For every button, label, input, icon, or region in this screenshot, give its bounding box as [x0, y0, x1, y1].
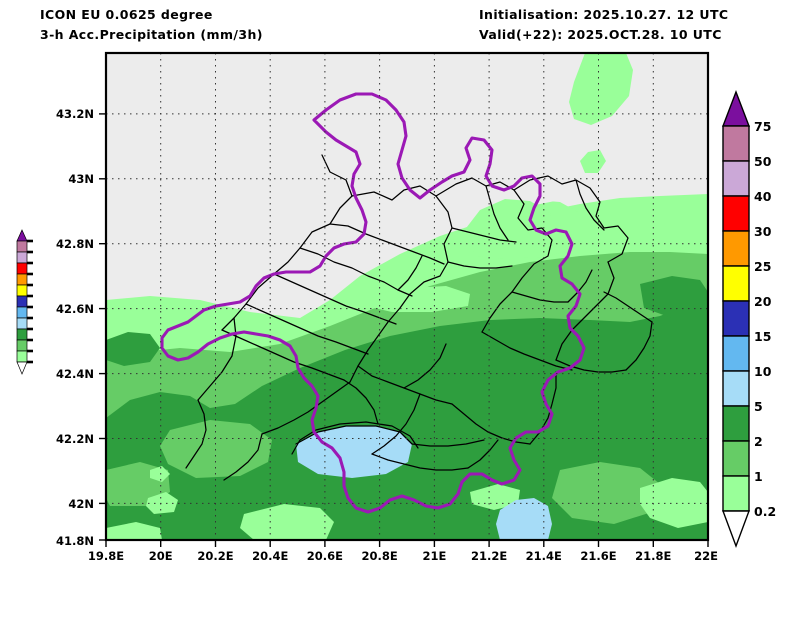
thumb-band — [16, 328, 28, 341]
x-tick-label: 21.8E — [635, 549, 671, 563]
thumb-band — [16, 284, 28, 297]
colorbar-label: 10 — [754, 364, 772, 379]
country-border — [160, 92, 586, 514]
colorbar: 75 50 40 30 25 20 15 10 5 2 1 0.2 — [721, 90, 776, 549]
y-axis-tick-labels: 43.2N 43N 42.8N 42.6N 42.4N 42.2N 42N 41… — [56, 107, 94, 548]
thumb-ticks — [27, 239, 33, 364]
header-valid-line: Valid(+22): 2025.OCT.28. 10 UTC — [479, 27, 722, 42]
y-tick-label: 42.4N — [56, 367, 94, 381]
thumb-band — [16, 295, 28, 308]
thumb-over-arrow — [16, 229, 28, 242]
y-tick-label: 42N — [68, 497, 94, 511]
x-axis — [105, 540, 709, 547]
colorbar-band-5-10 — [722, 370, 750, 407]
colorbar-band-20-25 — [722, 265, 750, 302]
colorbar-band-50-75 — [722, 125, 750, 162]
plot-frame — [104, 51, 710, 542]
thumb-band — [16, 273, 28, 286]
x-tick-label: 20.2E — [197, 549, 233, 563]
dry-area — [106, 53, 708, 300]
header-model-line: ICON EU 0.0625 degree — [40, 7, 213, 22]
colorbar-label: 0.2 — [754, 504, 776, 519]
colorbar-label: 50 — [754, 154, 772, 169]
colorbar-band-0.2-1 — [722, 475, 750, 512]
colorbar-label: 30 — [754, 224, 772, 239]
x-tick-label: 20.8E — [361, 549, 397, 563]
x-tick-label: 22E — [694, 549, 718, 563]
x-tick-label: 21.2E — [471, 549, 507, 563]
colorbar-under-arrow — [721, 510, 751, 549]
thumb-band — [16, 317, 28, 330]
lonlat-grid — [106, 53, 708, 540]
x-tick-label: 21.4E — [526, 549, 562, 563]
y-tick-label: 42.6N — [56, 302, 94, 316]
y-tick-label: 43N — [68, 172, 94, 186]
colorbar-band-10-15 — [722, 335, 750, 372]
colorbar-label: 75 — [754, 119, 771, 134]
x-tick-label: 21.6E — [580, 549, 616, 563]
colorbar-label: 5 — [754, 399, 763, 414]
colorbar-label: 25 — [754, 259, 771, 274]
thumb-band — [16, 262, 28, 275]
colorbar-label: 15 — [754, 329, 771, 344]
x-tick-label: 21E — [422, 549, 446, 563]
y-tick-label: 42.2N — [56, 432, 94, 446]
x-axis-tick-labels: 19.8E 20E 20.2E 20.4E 20.6E 20.8E 21E 21… — [88, 549, 718, 563]
colorbar-band-30-40 — [722, 195, 750, 232]
colorbar-tick-labels: 75 50 40 30 25 20 15 10 5 2 1 0.2 — [754, 119, 776, 519]
x-tick-label: 20E — [149, 549, 173, 563]
colorbar-thumbnail — [16, 229, 33, 375]
y-tick-label: 41.8N — [56, 534, 94, 548]
thumb-band — [16, 251, 28, 264]
x-tick-label: 19.8E — [88, 549, 124, 563]
thumb-band — [16, 240, 28, 253]
colorbar-band-15-20 — [722, 300, 750, 337]
y-axis — [99, 113, 106, 541]
thumb-band — [16, 339, 28, 352]
colorbar-band-1-2 — [722, 440, 750, 477]
colorbar-band-25-30 — [722, 230, 750, 267]
header-init-line: Initialisation: 2025.10.27. 12 UTC — [479, 7, 729, 22]
colorbar-over-arrow — [721, 90, 751, 127]
colorbar-label: 2 — [754, 434, 763, 449]
x-tick-label: 20.6E — [307, 549, 343, 563]
colorbar-label: 20 — [754, 294, 772, 309]
colorbar-label: 40 — [754, 189, 772, 204]
colorbar-label: 1 — [754, 469, 763, 484]
contour-holes-verylight — [106, 466, 708, 540]
y-tick-label: 43.2N — [56, 107, 94, 121]
x-tick-label: 20.4E — [252, 549, 288, 563]
thumb-under-arrow — [16, 361, 28, 375]
header-field-line: 3-h Acc.Precipitation (mm/3h) — [40, 27, 263, 42]
thumb-band — [16, 350, 28, 363]
thumb-band — [16, 306, 28, 319]
precip-contour-layer — [106, 53, 708, 540]
y-tick-label: 42.8N — [56, 237, 94, 251]
colorbar-band-2-5 — [722, 405, 750, 442]
colorbar-band-40-50 — [722, 160, 750, 197]
map-panel — [104, 51, 710, 542]
